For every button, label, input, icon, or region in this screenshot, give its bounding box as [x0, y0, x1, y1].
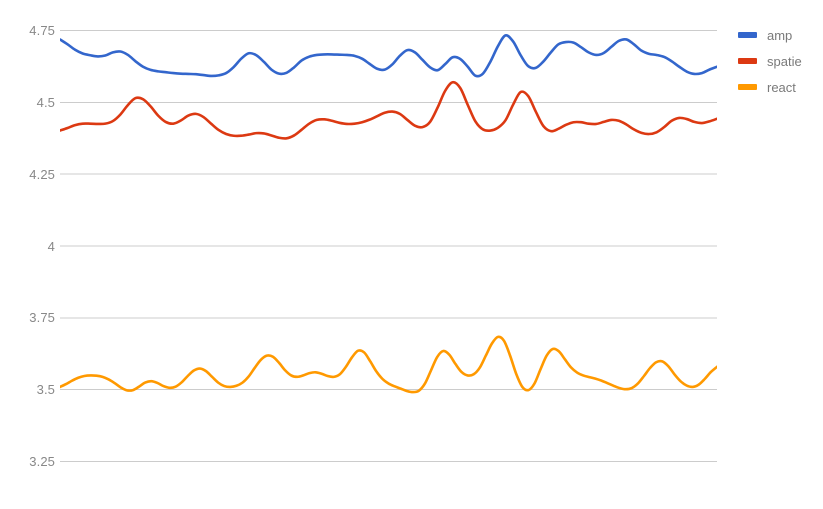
y-axis-tick-label: 3.75	[29, 310, 55, 326]
series-line-spatie	[60, 80, 717, 140]
legend-item-spatie[interactable]: spatie	[738, 48, 823, 74]
legend-swatch-icon	[738, 58, 757, 64]
y-axis-tick-label: 4.75	[29, 22, 55, 38]
y-axis-tick-label: 4.25	[29, 166, 55, 182]
series-line-amp	[60, 34, 717, 78]
legend-item-react[interactable]: react	[738, 74, 823, 100]
legend-item-label: spatie	[767, 53, 802, 69]
gridlines	[60, 29, 717, 463]
plot-area	[60, 12, 717, 497]
y-axis-tick-label: 3.25	[29, 454, 55, 470]
y-axis-tick-label: 4.5	[36, 94, 55, 110]
legend-item-amp[interactable]: amp	[738, 22, 823, 48]
plot-svg	[60, 29, 717, 463]
legend-swatch-icon	[738, 32, 757, 38]
y-axis-tick-label: 4	[47, 238, 55, 254]
legend-item-label: amp	[767, 27, 793, 43]
series-lines	[60, 34, 717, 394]
y-axis-tick-label: 3.5	[36, 382, 55, 398]
chart-legend: amp spatie react	[738, 22, 823, 100]
y-axis: 4.75 4.5 4.25 4 3.75 3.5 3.25	[0, 0, 55, 509]
legend-item-label: react	[767, 79, 796, 95]
legend-swatch-icon	[738, 84, 757, 90]
series-line-react	[60, 335, 717, 394]
